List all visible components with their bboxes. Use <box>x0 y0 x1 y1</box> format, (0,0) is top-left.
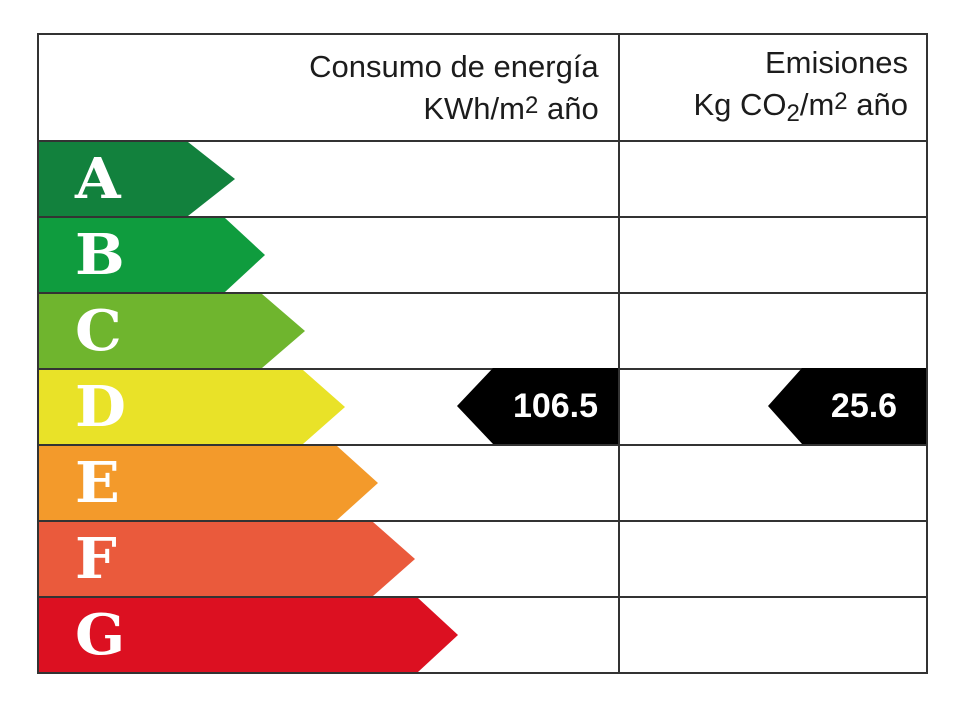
rating-arrow-f: F <box>39 522 415 596</box>
certificate-table: Consumo de energía KWh/m2 año Emisiones … <box>37 33 928 674</box>
rating-letter-d: D <box>75 374 126 440</box>
rating-letter-e: E <box>75 450 120 516</box>
column-divider <box>618 35 620 672</box>
emissions-header-cell: Emisiones Kg CO2/m2 año <box>619 35 926 140</box>
rating-row-g: G <box>39 596 926 672</box>
rating-arrow-c: C <box>39 294 305 368</box>
emissions-value: 25.6 <box>830 386 898 425</box>
consumption-value: 106.5 <box>512 386 599 425</box>
rating-row-c: C <box>39 292 926 368</box>
rating-letter-f: F <box>75 526 117 592</box>
rating-arrow-e: E <box>39 446 378 520</box>
consumption-title: Consumo de energía <box>309 49 599 84</box>
rating-letter-g: G <box>75 602 126 668</box>
emissions-title: Emisiones <box>765 44 908 80</box>
table-header: Consumo de energía KWh/m2 año Emisiones … <box>39 35 926 140</box>
rating-letter-a: A <box>75 146 121 212</box>
rating-row-e: E <box>39 444 926 520</box>
emissions-unit-post: año <box>847 86 908 122</box>
rating-arrow-g: G <box>39 598 458 672</box>
emissions-unit-sub: 2 <box>786 99 800 127</box>
emissions-value-arrow: 25.6 <box>768 368 926 444</box>
consumption-value-arrow: 106.5 <box>457 368 618 444</box>
rating-row-f: F <box>39 520 926 596</box>
rating-row-a: A <box>39 140 926 216</box>
rating-row-b: B <box>39 216 926 292</box>
emissions-unit-mid: /m <box>799 86 835 122</box>
rating-arrow-a: A <box>39 142 235 216</box>
rating-rows: A B C D E F G <box>39 140 926 672</box>
consumption-header-cell: Consumo de energía KWh/m2 año <box>39 35 617 140</box>
rating-arrow-b: B <box>39 218 265 292</box>
emissions-unit-pre: Kg CO <box>693 86 787 122</box>
consumption-unit: KWh/m2 año <box>423 86 598 128</box>
consumption-unit-sup: 2 <box>524 92 539 119</box>
emissions-unit-sup: 2 <box>834 87 848 115</box>
consumption-unit-post: año <box>538 91 599 126</box>
emissions-unit: Kg CO2/m2 año <box>693 82 908 133</box>
rating-letter-b: B <box>75 222 125 288</box>
rating-row-d: D <box>39 368 926 444</box>
rating-arrow-d: D <box>39 370 345 444</box>
consumption-unit-pre: KWh/m <box>423 91 525 126</box>
rating-letter-c: C <box>75 298 122 364</box>
